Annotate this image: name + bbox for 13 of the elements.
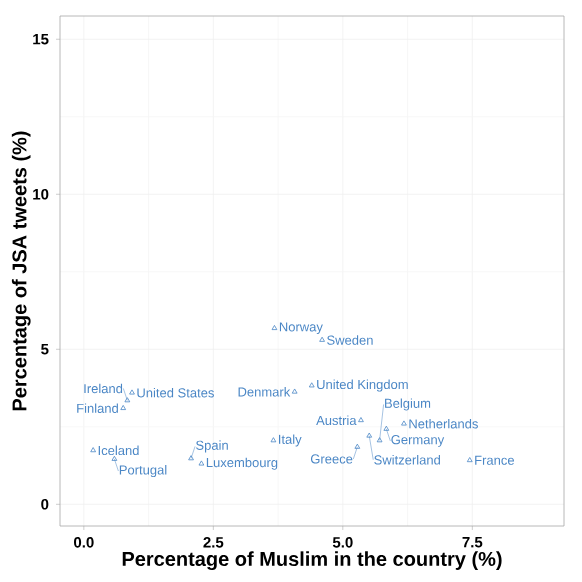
point xyxy=(198,460,205,466)
point xyxy=(319,336,325,342)
point xyxy=(90,447,96,453)
point xyxy=(358,417,364,423)
point xyxy=(120,404,127,410)
point xyxy=(308,382,315,388)
point xyxy=(401,420,407,426)
point xyxy=(270,437,277,443)
point xyxy=(129,389,135,395)
point xyxy=(466,457,473,463)
y-axis-title: Percentage of JSA tweets (%) xyxy=(11,131,31,411)
x-axis-title: Percentage of Muslim in the country (%) xyxy=(122,551,502,571)
point xyxy=(291,388,298,394)
